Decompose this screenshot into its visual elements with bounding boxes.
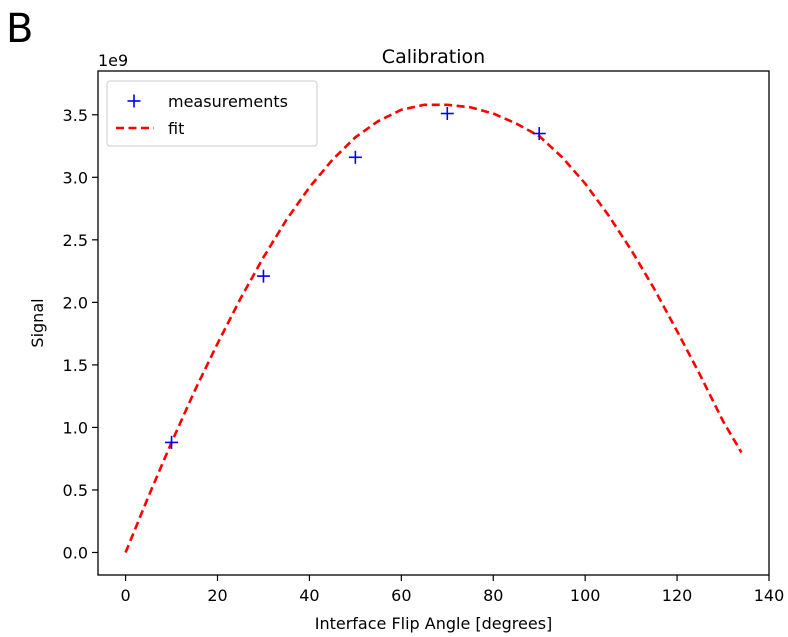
y-tick-label: 2.0 xyxy=(63,293,88,312)
plot-series xyxy=(124,103,743,553)
x-tick-label: 0 xyxy=(120,586,130,605)
x-tick-label: 140 xyxy=(754,586,785,605)
x-tick-label: 100 xyxy=(570,586,601,605)
chart-title: Calibration xyxy=(382,46,485,68)
y-axis-offset-label: 1e9 xyxy=(98,51,128,70)
panel-letter: B xyxy=(6,6,33,52)
measurement-point xyxy=(256,269,270,283)
y-tick-label: 2.5 xyxy=(63,231,88,250)
x-axis-ticks: 0 20 40 60 80 100 120 140 xyxy=(120,575,784,605)
x-axis-label: Interface Flip Angle [degrees] xyxy=(315,614,553,633)
legend-measurements-marker xyxy=(127,94,141,108)
x-tick-label: 120 xyxy=(662,586,693,605)
y-axis-label: Signal xyxy=(28,298,47,347)
measurement-point xyxy=(165,435,179,449)
plot-frame xyxy=(97,70,770,576)
fit-line xyxy=(124,103,743,553)
x-tick-label: 60 xyxy=(391,586,411,605)
y-axis-ticks: 0.0 0.5 1.0 1.5 2.0 2.5 3.0 3.5 xyxy=(63,106,98,562)
y-tick-label: 0.0 xyxy=(63,543,88,562)
measurement-point xyxy=(532,127,546,141)
legend: measurements fit xyxy=(106,80,318,147)
x-tick-label: 20 xyxy=(207,586,227,605)
y-tick-label: 3.0 xyxy=(63,168,88,187)
x-tick-label: 40 xyxy=(299,586,319,605)
y-tick-label: 1.5 xyxy=(63,356,88,375)
measurement-point xyxy=(348,150,362,164)
y-tick-label: 0.5 xyxy=(63,481,88,500)
legend-measurements-label: measurements xyxy=(168,92,288,111)
legend-box xyxy=(106,80,318,147)
y-tick-label: 1.0 xyxy=(63,418,88,437)
legend-fit-label: fit xyxy=(168,119,184,138)
y-tick-label: 3.5 xyxy=(63,106,88,125)
x-tick-label: 80 xyxy=(483,586,503,605)
measurement-point xyxy=(440,107,454,121)
